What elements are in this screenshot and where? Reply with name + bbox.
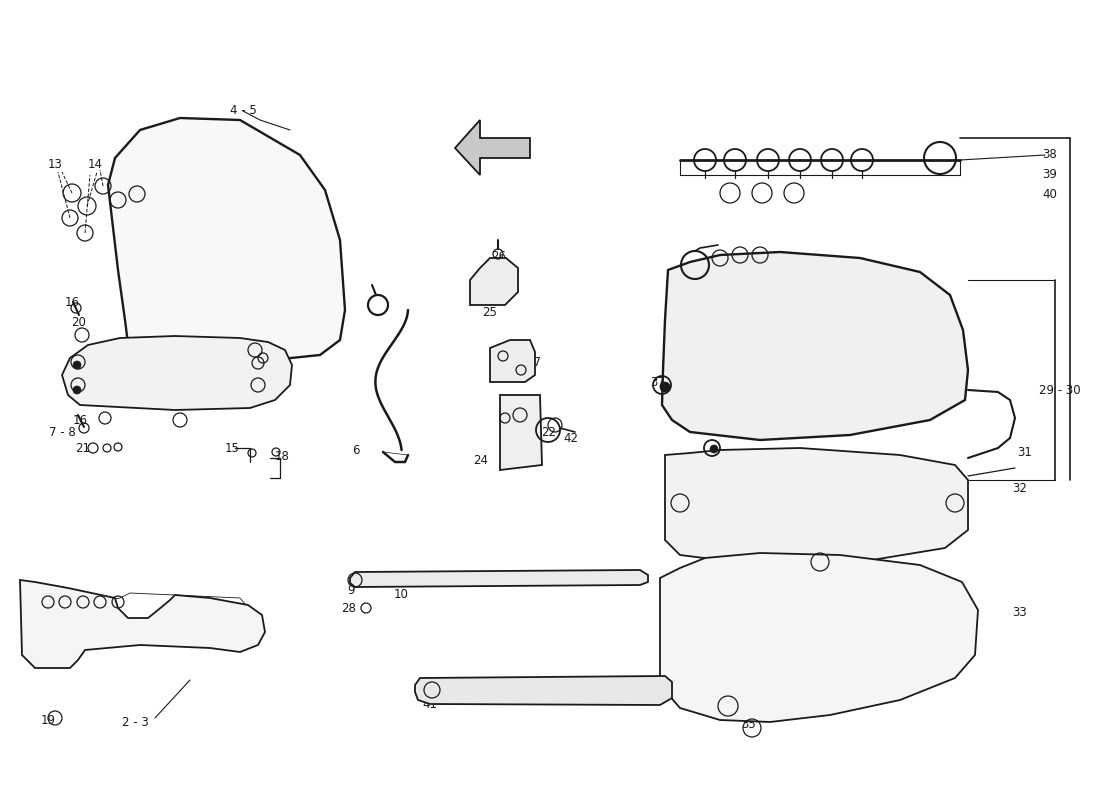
Polygon shape	[662, 252, 968, 440]
Text: 18: 18	[275, 450, 289, 462]
Polygon shape	[20, 580, 265, 668]
Text: 37: 37	[650, 377, 666, 390]
Circle shape	[73, 361, 81, 369]
Text: 21: 21	[76, 442, 90, 455]
Polygon shape	[62, 336, 292, 410]
Circle shape	[660, 382, 670, 392]
Circle shape	[73, 386, 81, 394]
Text: 11: 11	[264, 351, 279, 365]
Polygon shape	[666, 448, 968, 565]
Text: 6: 6	[352, 443, 360, 457]
Text: 42: 42	[563, 431, 579, 445]
Text: 25: 25	[483, 306, 497, 319]
Text: 23: 23	[505, 409, 519, 422]
Text: 33: 33	[1013, 606, 1027, 618]
Text: 28: 28	[342, 602, 356, 614]
Text: 41: 41	[422, 698, 438, 711]
Text: 39: 39	[1043, 169, 1057, 182]
Text: 16: 16	[73, 414, 88, 426]
Text: 4 - 5: 4 - 5	[230, 105, 256, 118]
Text: 36: 36	[696, 461, 712, 474]
Text: 14: 14	[88, 158, 102, 171]
Polygon shape	[470, 258, 518, 305]
Text: 17: 17	[35, 611, 51, 625]
Text: 12: 12	[122, 162, 138, 174]
Text: 13: 13	[151, 162, 165, 174]
Text: 2 - 3: 2 - 3	[122, 717, 149, 730]
Text: 1: 1	[286, 334, 294, 346]
Text: 35: 35	[741, 718, 757, 730]
Polygon shape	[350, 570, 648, 587]
Text: 22: 22	[541, 426, 557, 438]
Text: 7 - 8: 7 - 8	[48, 426, 76, 438]
Text: 31: 31	[1018, 446, 1033, 459]
Text: 26: 26	[492, 250, 506, 263]
Text: 9: 9	[348, 583, 354, 597]
Text: 32: 32	[1013, 482, 1027, 494]
Text: 27: 27	[527, 357, 541, 370]
Text: 24: 24	[473, 454, 488, 467]
Polygon shape	[415, 676, 672, 705]
Polygon shape	[500, 395, 542, 470]
Text: 34: 34	[716, 694, 732, 706]
Text: 38: 38	[1043, 149, 1057, 162]
Text: 29 - 30: 29 - 30	[1040, 383, 1081, 397]
Polygon shape	[455, 120, 530, 175]
Text: 13: 13	[47, 158, 63, 171]
Polygon shape	[490, 340, 535, 382]
Text: 20: 20	[72, 317, 87, 330]
Circle shape	[710, 445, 718, 453]
Text: 10: 10	[394, 587, 408, 601]
Text: 40: 40	[1043, 189, 1057, 202]
Text: 16: 16	[65, 297, 79, 310]
Text: 15: 15	[224, 442, 240, 455]
Polygon shape	[108, 118, 345, 370]
Polygon shape	[660, 553, 978, 722]
Text: 19: 19	[41, 714, 55, 726]
